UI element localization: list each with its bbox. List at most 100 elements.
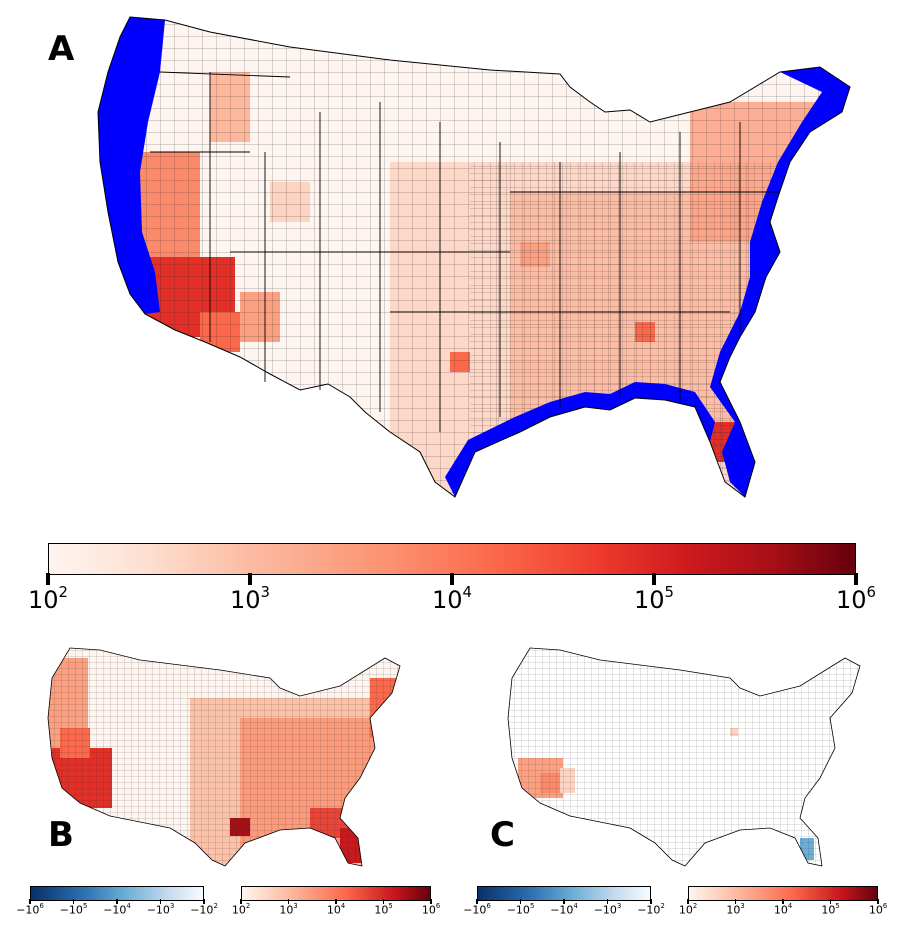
colorbar-tick-label: 102 — [231, 901, 251, 917]
tick-label-exponent: 4 — [126, 901, 131, 910]
colorbar-tick — [829, 899, 832, 904]
colorbar-tick-label: 104 — [326, 902, 345, 917]
colorbar-tick-label: 102 — [27, 582, 69, 614]
tick-label-base: 10 — [821, 903, 836, 917]
tick-label-base: 10 — [374, 903, 389, 917]
panel-label-a: A — [48, 29, 75, 69]
colorbar-tick — [877, 899, 879, 904]
tick-label-base: 10 — [773, 903, 788, 917]
tick-label-base: −10 — [190, 903, 214, 917]
positive-colorbar-b: 102 103 104 105 106 — [232, 886, 440, 926]
colorbar-tick-label: 103 — [726, 901, 745, 917]
tick-label-exponent: 6 — [882, 901, 888, 910]
tick-label-base: −10 — [103, 903, 127, 917]
colorbar-tick — [240, 899, 242, 904]
tick-label-base: 10 — [678, 903, 693, 917]
colorbar-tick — [476, 899, 478, 904]
tick-label-base: 10 — [835, 586, 867, 614]
us-county-map-b — [47, 647, 401, 867]
tick-label-base: 10 — [326, 903, 341, 917]
tick-label-base: 10 — [633, 586, 665, 614]
colorbar-tick-label: 105 — [821, 901, 840, 917]
colorbar-tick-label: −104 — [550, 902, 578, 917]
tick-label-exponent: 2 — [660, 901, 665, 910]
panel-label-b: B — [48, 815, 74, 855]
colorbar-tick — [29, 899, 31, 904]
colorbar-tick — [519, 899, 522, 904]
negative-colorbar-b: −106 −105 −104 −103 −102 — [16, 886, 218, 926]
tick-label-exponent: 5 — [529, 901, 535, 910]
tick-label-exponent: 5 — [664, 582, 675, 601]
panel-label-c: C — [490, 815, 515, 855]
positive-colorbar-c: 102 103 104 105 106 — [679, 886, 887, 926]
colorbar-tick — [650, 899, 652, 904]
tick-label-base: 10 — [868, 903, 883, 917]
tick-label-exponent: 2 — [213, 901, 218, 910]
colorbar-tick — [430, 899, 432, 904]
tick-label-exponent: 5 — [835, 901, 840, 910]
colorbar-tick-label: 104 — [773, 901, 793, 917]
colorbar-tick-label: 103 — [279, 901, 298, 917]
tick-label-base: −10 — [637, 903, 661, 917]
colorbar-tick — [652, 573, 656, 585]
colorbar-tick-label: −105 — [59, 902, 88, 917]
colorbar-tick-label: −102 — [637, 901, 665, 917]
colorbar-tick — [159, 899, 162, 904]
tick-label-exponent: 5 — [388, 901, 393, 910]
tick-label-base: 10 — [231, 903, 246, 917]
colorbar-tick-label: 106 — [421, 901, 441, 917]
tick-label-base: −10 — [593, 903, 617, 917]
tick-label-base: 10 — [229, 586, 261, 614]
colorbar-tick — [287, 899, 290, 904]
colorbar-tick-label: 102 — [678, 901, 698, 917]
tick-label-exponent: 6 — [486, 901, 491, 910]
colorbar-tick — [687, 899, 689, 904]
tick-label-exponent: 4 — [462, 582, 473, 601]
main-colorbar: 102 103 104 105 106 — [28, 543, 876, 623]
colorbar-tick-label: 105 — [633, 582, 675, 614]
tick-label-base: 10 — [27, 586, 59, 614]
colorbar-tick-label: −106 — [463, 901, 491, 917]
colorbar-tick — [248, 573, 252, 585]
colorbar-tick-label: 103 — [229, 583, 270, 614]
tick-label-exponent: 3 — [293, 901, 298, 910]
tick-label-base: −10 — [59, 903, 83, 917]
tick-label-base: 10 — [431, 586, 463, 614]
colorbar-tick-label: 106 — [868, 901, 888, 917]
colorbar-tick — [335, 899, 337, 904]
tick-label-exponent: 2 — [58, 582, 69, 601]
tick-label-exponent: 2 — [245, 901, 251, 910]
colorbar-tick-label: −103 — [146, 901, 175, 917]
colorbar-tick-label: −106 — [16, 901, 44, 917]
colorbar-tick-label: 105 — [374, 901, 393, 917]
tick-label-exponent: 6 — [39, 901, 44, 910]
tick-label-base: −10 — [16, 903, 40, 917]
tick-label-exponent: 4 — [787, 901, 793, 910]
colorbar-tick — [203, 899, 205, 904]
tick-label-base: −10 — [146, 903, 170, 917]
colorbar-tick — [382, 899, 385, 904]
colorbar-tick-label: −103 — [593, 901, 622, 917]
colorbar-tick-label: −102 — [190, 901, 218, 917]
tick-label-base: 10 — [421, 903, 436, 917]
colorbar-tick — [782, 899, 784, 904]
colorbar-tick-label: −105 — [506, 901, 535, 917]
tick-label-base: 10 — [726, 903, 741, 917]
colorbar-tick — [450, 573, 454, 585]
colorbar-tick-label: 106 — [835, 582, 877, 614]
tick-label-base: −10 — [506, 903, 530, 917]
colorbar-tick — [72, 899, 75, 904]
tick-label-base: 10 — [279, 903, 294, 917]
tick-label-exponent: 6 — [866, 582, 877, 601]
tick-label-exponent: 6 — [435, 901, 441, 910]
colorbar-tick — [116, 899, 118, 904]
tick-label-base: −10 — [550, 903, 574, 917]
tick-label-exponent: 2 — [692, 901, 698, 910]
tick-label-base: −10 — [463, 903, 487, 917]
tick-label-exponent: 3 — [616, 901, 622, 910]
us-county-map-a — [97, 16, 851, 498]
colorbar-tick — [46, 573, 50, 585]
tick-label-exponent: 3 — [169, 901, 175, 910]
main-colorbar-gradient — [48, 543, 856, 575]
tick-label-exponent: 3 — [740, 901, 745, 910]
